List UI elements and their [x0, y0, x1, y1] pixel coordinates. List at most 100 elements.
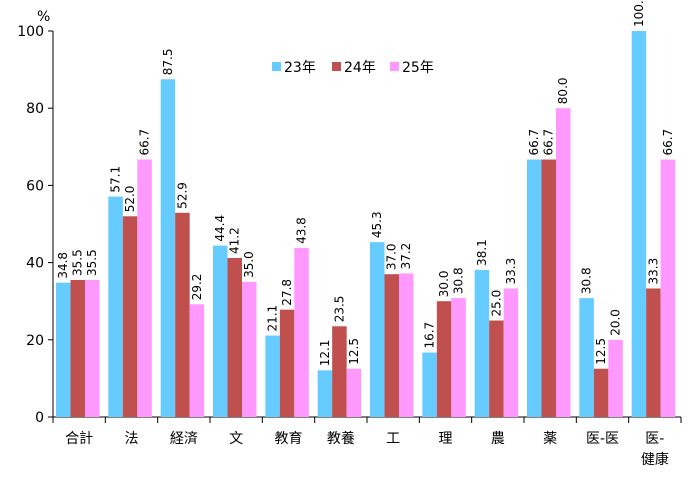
bar-24年-教養 — [332, 326, 347, 417]
bar-23年-合計 — [56, 282, 71, 417]
bar-24年-薬 — [541, 159, 556, 417]
category-labels: 合計 法 経済 文 教育 教養 工 理 農 薬 医-医 医- 健康 — [65, 430, 669, 468]
data-label: 12.1 — [318, 340, 332, 367]
data-label: 12.5 — [594, 338, 608, 365]
chart-bars — [56, 31, 676, 417]
data-label: 87.5 — [161, 49, 175, 76]
legend-swatch — [272, 62, 281, 71]
data-label: 30.8 — [452, 267, 466, 294]
bar-23年-文 — [213, 245, 228, 417]
y-tick-label: 100 — [17, 24, 44, 40]
data-labels: 34.8 35.5 35.557.152.066.787.552.929.244.4… — [56, 0, 675, 366]
category-label: 文 — [229, 431, 243, 447]
data-label: 35.5 — [85, 249, 99, 276]
category-label: 工 — [386, 431, 400, 447]
data-label: 38.1 — [475, 239, 489, 266]
data-label: 37.2 — [399, 243, 413, 270]
data-label: 21.1 — [266, 305, 280, 332]
data-label: 16.7 — [423, 322, 437, 349]
legend-label: 24年 — [344, 60, 376, 76]
bar-24年-理 — [436, 301, 452, 417]
bar-25年-教育 — [294, 247, 309, 417]
data-label: 33.3 — [646, 258, 660, 285]
bar-24年-工 — [384, 274, 399, 417]
bar-25年-工 — [399, 273, 414, 417]
y-tick-label: 0 — [35, 410, 44, 426]
bar-25年-法 — [137, 159, 152, 417]
bar-23年-医-健康 — [631, 31, 647, 417]
data-label: 20.0 — [609, 309, 623, 336]
data-label: 30.8 — [580, 267, 594, 294]
data-label: 80.0 — [556, 77, 570, 104]
data-label: 35.0 — [242, 251, 256, 278]
y-tick-label: 40 — [26, 256, 44, 272]
bar-23年-工 — [370, 242, 385, 417]
y-tick-label: 80 — [26, 101, 44, 117]
data-label: 66.7 — [138, 129, 152, 156]
data-label: 37.0 — [385, 243, 399, 270]
category-label: 薬 — [543, 431, 557, 447]
bar-25年-教養 — [346, 368, 362, 417]
category-label: 教養 — [327, 430, 355, 447]
category-label: 健康 — [641, 451, 669, 468]
bar-24年-法 — [122, 216, 138, 417]
chart-legend: 23年 24年 25年 — [272, 60, 434, 76]
data-label: 29.2 — [190, 274, 204, 301]
category-label: 合計 — [65, 431, 93, 447]
legend-label: 25年 — [402, 60, 434, 76]
category-label: 法 — [125, 431, 139, 447]
data-label: 30.0 — [437, 270, 451, 297]
bar-25年-医-医 — [608, 339, 623, 417]
category-label: 教育 — [275, 431, 303, 447]
data-label: 52.9 — [175, 182, 189, 209]
category-label: 医- — [645, 431, 664, 447]
data-label: 44.4 — [213, 215, 227, 242]
bar-23年-教育 — [265, 335, 280, 417]
bar-24年-医-健康 — [646, 288, 661, 417]
data-label: 41.2 — [228, 227, 242, 254]
data-label: 35.5 — [71, 249, 85, 276]
data-label: 33.3 — [504, 258, 518, 285]
y-tick-label: 60 — [26, 178, 44, 194]
data-label: 100.0 — [632, 0, 646, 27]
data-label: 66.7 — [542, 129, 556, 156]
bar-25年-理 — [451, 298, 466, 417]
data-label: 43.8 — [295, 217, 309, 244]
bar-23年-教養 — [317, 370, 333, 417]
bar-25年-合計 — [85, 279, 100, 417]
data-label: 66.7 — [661, 129, 675, 156]
legend-label: 23年 — [284, 60, 316, 76]
bar-24年-文 — [227, 257, 242, 417]
data-label: 27.8 — [280, 279, 294, 306]
data-label: 66.7 — [527, 129, 541, 156]
legend-swatch — [390, 62, 399, 71]
category-label: 理 — [439, 431, 453, 447]
bar-23年-医-医 — [579, 298, 594, 417]
data-label: 52.0 — [123, 186, 137, 213]
bar-24年-合計 — [70, 279, 85, 417]
bar-24年-経済 — [175, 212, 190, 417]
bar-23年-法 — [108, 196, 123, 417]
bar-25年-農 — [503, 288, 519, 417]
bar-23年-経済 — [160, 79, 176, 417]
bar-25年-経済 — [189, 304, 205, 417]
data-label: 45.3 — [370, 211, 384, 238]
bar-24年-医-医 — [593, 368, 609, 417]
category-label: 医-医 — [586, 431, 619, 447]
bar-23年-理 — [422, 352, 437, 417]
category-label: 農 — [491, 431, 505, 447]
bar-24年-教育 — [279, 309, 295, 417]
bar-23年-薬 — [527, 159, 542, 417]
legend-swatch — [332, 62, 341, 71]
data-label: 34.8 — [56, 252, 70, 279]
bar-24年-農 — [489, 320, 504, 417]
data-label: 12.5 — [347, 338, 361, 365]
data-label: 57.1 — [109, 166, 123, 193]
bar-23年-農 — [474, 269, 490, 417]
category-label: 経済 — [170, 431, 198, 447]
bar-25年-薬 — [556, 108, 571, 417]
y-tick-label: 20 — [26, 333, 44, 349]
y-unit-label: % — [37, 9, 50, 25]
data-label: 25.0 — [489, 290, 503, 317]
